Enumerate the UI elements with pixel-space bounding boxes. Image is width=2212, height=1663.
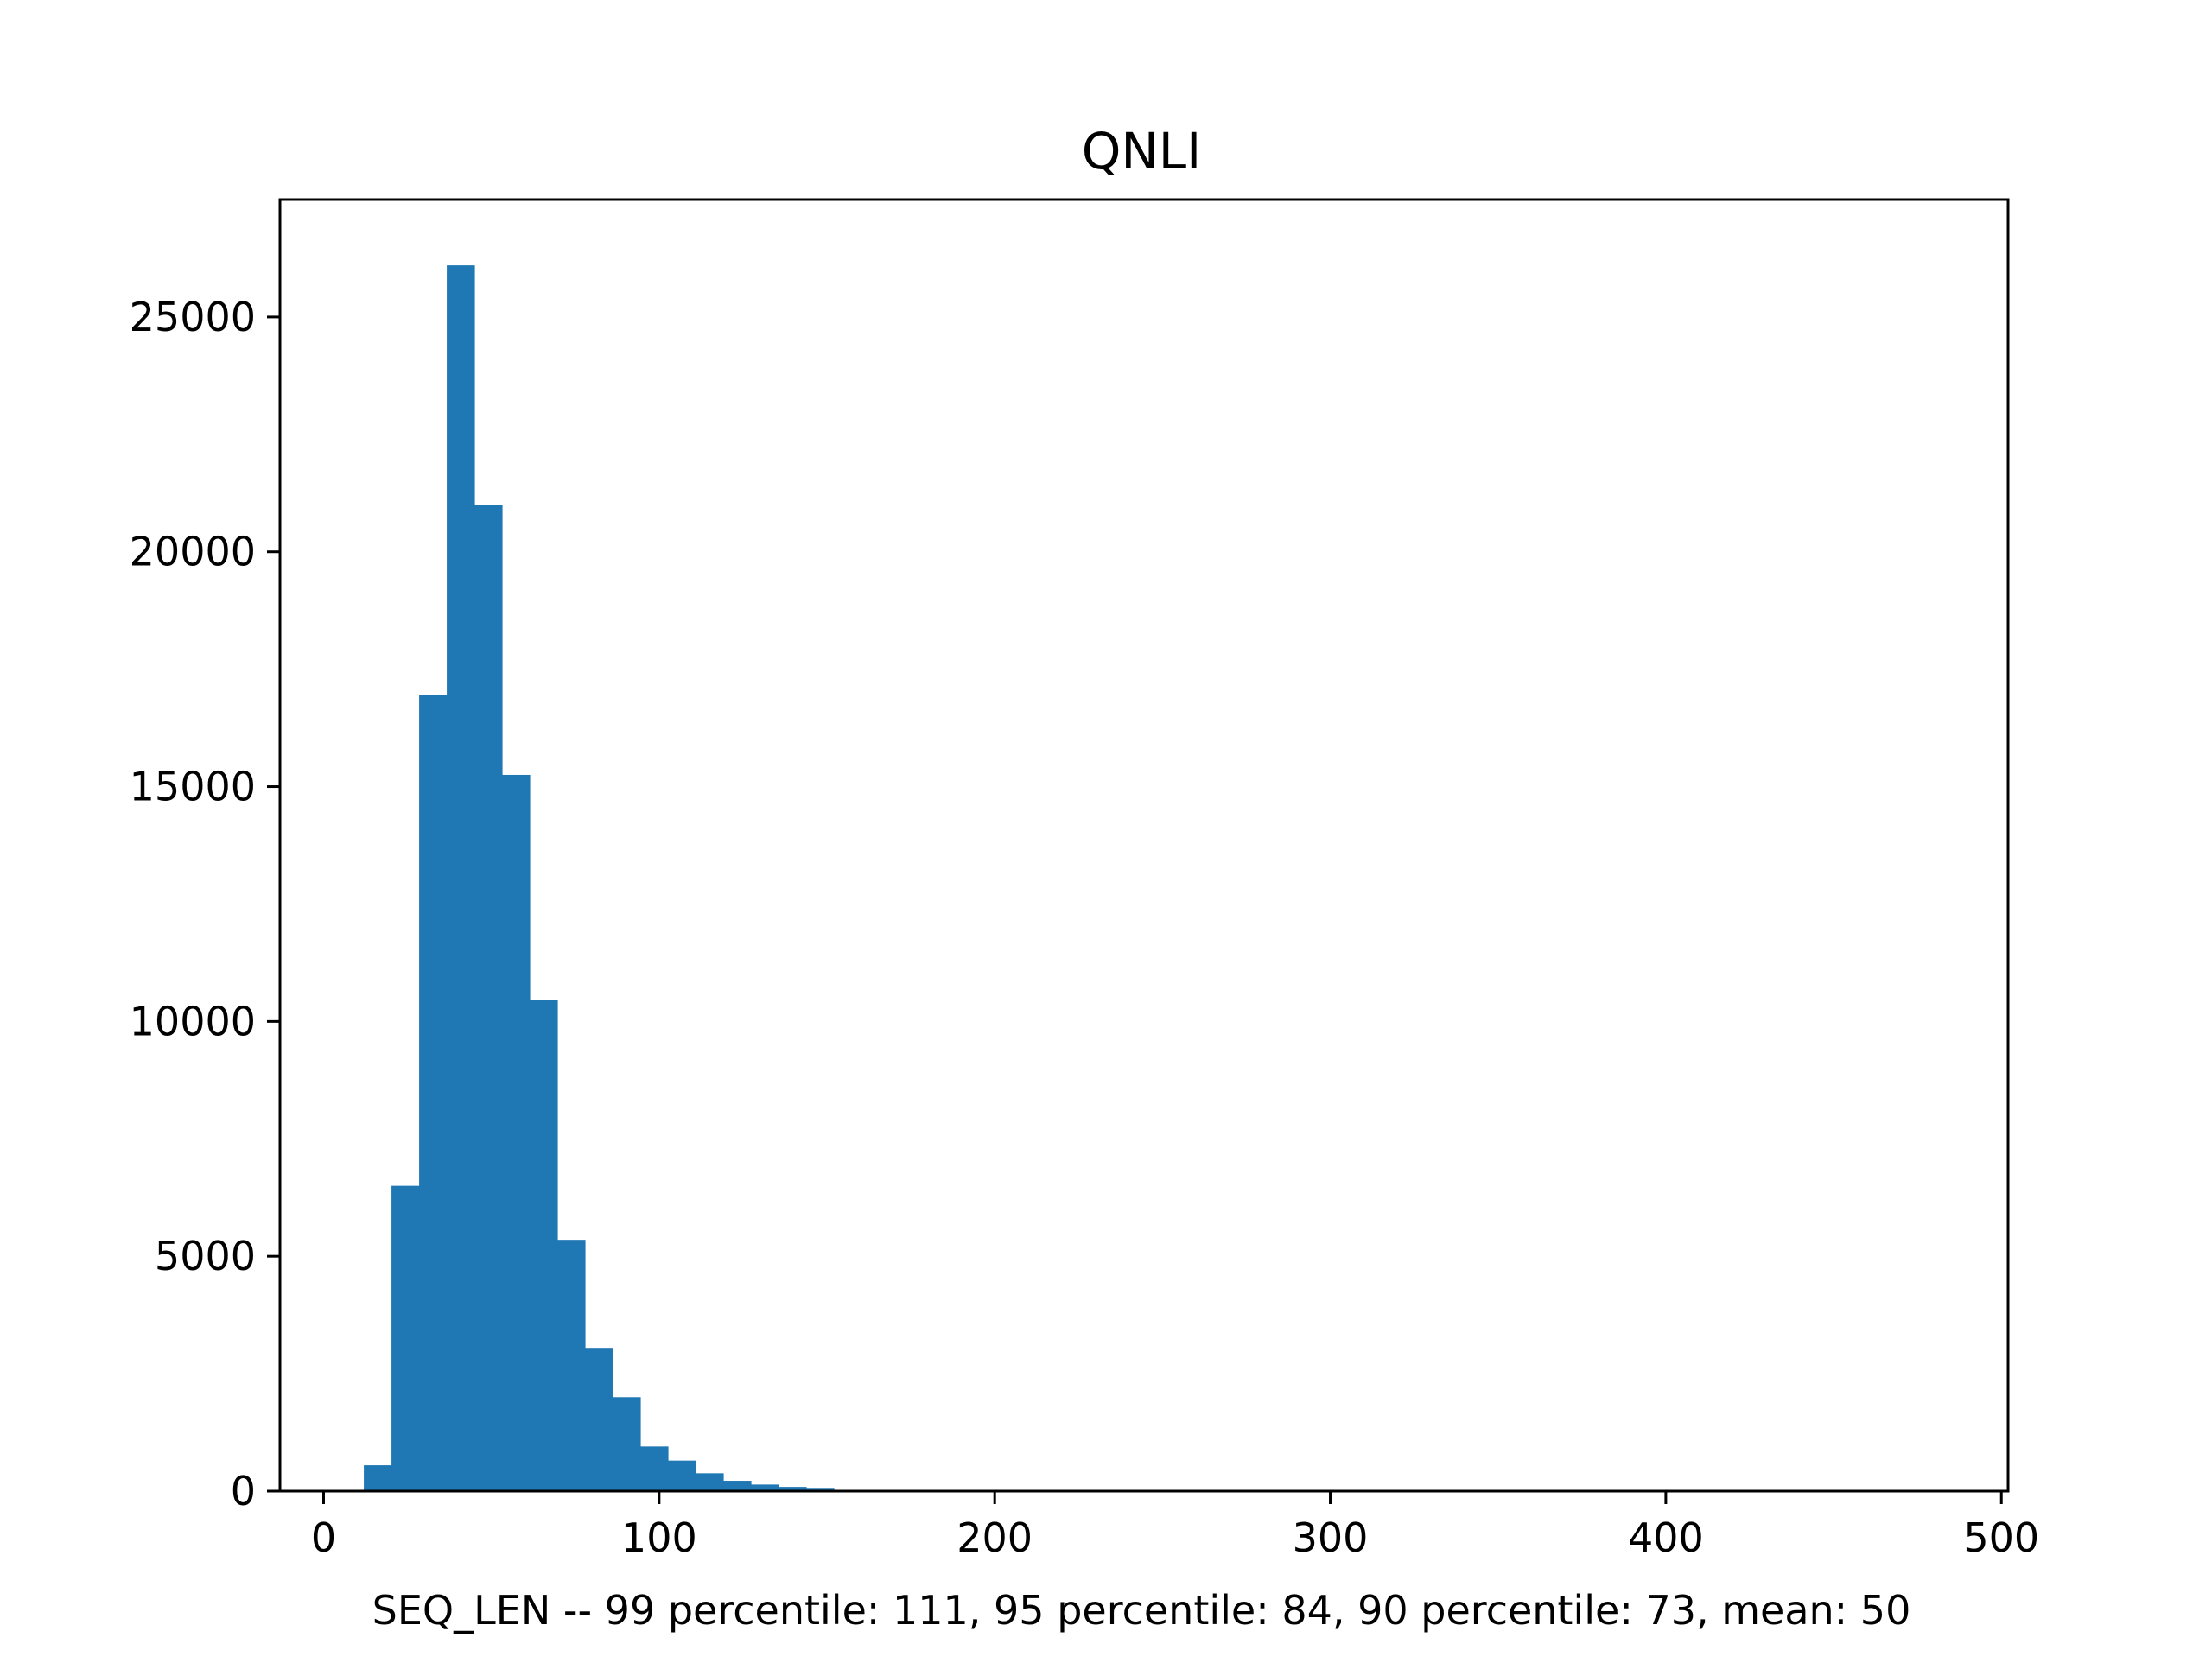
- histogram-bar: [585, 1348, 613, 1491]
- histogram-bar: [502, 774, 531, 1491]
- histogram-bar: [391, 1185, 420, 1491]
- y-tick-label: 20000: [130, 529, 256, 575]
- x-axis-label: SEQ_LEN -- 99 percentile: 111, 95 percen…: [372, 1587, 1911, 1634]
- histogram-bar: [557, 1240, 586, 1491]
- y-tick-label: 5000: [155, 1233, 256, 1279]
- histogram-bar: [613, 1397, 641, 1491]
- x-tick-label: 500: [1963, 1514, 2039, 1561]
- x-tick-label: 0: [311, 1514, 336, 1561]
- histogram-bar: [364, 1465, 392, 1491]
- x-tick-label: 100: [621, 1514, 697, 1561]
- histogram-bar: [779, 1487, 807, 1491]
- chart-title: QNLI: [1082, 122, 1201, 181]
- x-tick-label: 300: [1293, 1514, 1369, 1561]
- histogram-bar: [668, 1460, 696, 1491]
- histogram-bar: [696, 1473, 724, 1491]
- y-tick-label: 10000: [130, 998, 256, 1044]
- histogram-bar: [751, 1484, 779, 1491]
- histogram-bar: [723, 1481, 752, 1491]
- bars-layer: [364, 265, 835, 1491]
- y-axis: 0 5000 10000 15000 20000 25000: [130, 294, 280, 1514]
- histogram-bar: [640, 1446, 669, 1491]
- histogram-bar: [530, 1000, 558, 1491]
- x-axis: 0 100 200 300 400 500: [311, 1491, 2039, 1561]
- y-tick-label: 25000: [130, 294, 256, 340]
- histogram-bar: [474, 505, 503, 1491]
- x-tick-label: 400: [1628, 1514, 1704, 1561]
- histogram-bar: [419, 695, 448, 1491]
- y-tick-label: 15000: [130, 764, 256, 810]
- x-tick-label: 200: [957, 1514, 1033, 1561]
- histogram-bar: [447, 265, 475, 1491]
- y-tick-label: 0: [231, 1468, 256, 1514]
- plot-frame: [278, 198, 2010, 1493]
